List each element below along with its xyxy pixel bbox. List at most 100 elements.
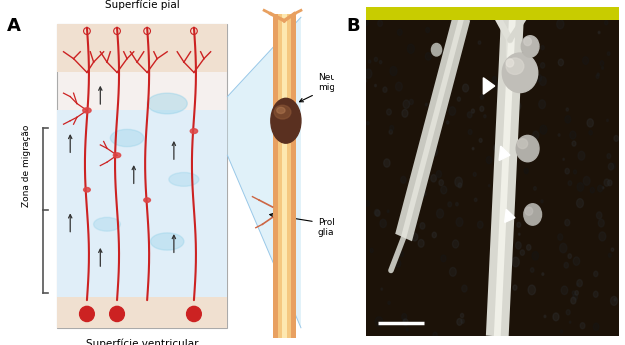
Circle shape <box>576 199 584 208</box>
Circle shape <box>468 112 472 118</box>
Ellipse shape <box>525 207 532 215</box>
Circle shape <box>458 97 461 101</box>
Circle shape <box>363 19 368 26</box>
Circle shape <box>553 313 559 321</box>
Circle shape <box>424 124 428 129</box>
Circle shape <box>408 44 414 53</box>
Circle shape <box>606 119 608 121</box>
Circle shape <box>436 209 444 218</box>
Text: A: A <box>7 17 21 35</box>
Circle shape <box>436 170 441 178</box>
Circle shape <box>564 262 569 268</box>
Circle shape <box>423 191 426 196</box>
Circle shape <box>516 34 519 38</box>
Circle shape <box>558 59 564 66</box>
Circle shape <box>611 296 618 305</box>
Polygon shape <box>395 13 470 241</box>
Circle shape <box>376 317 382 326</box>
Circle shape <box>608 163 614 170</box>
FancyBboxPatch shape <box>57 24 228 72</box>
Circle shape <box>365 69 372 78</box>
Circle shape <box>446 86 449 90</box>
Circle shape <box>568 254 571 258</box>
Circle shape <box>374 209 379 216</box>
Circle shape <box>396 82 402 91</box>
FancyBboxPatch shape <box>366 7 619 336</box>
Circle shape <box>614 298 616 301</box>
Circle shape <box>582 57 589 65</box>
Polygon shape <box>505 209 515 223</box>
Circle shape <box>109 306 124 322</box>
Circle shape <box>513 285 517 290</box>
Circle shape <box>492 82 498 89</box>
Circle shape <box>387 210 389 213</box>
Circle shape <box>398 29 402 36</box>
Circle shape <box>577 183 584 191</box>
Circle shape <box>387 109 391 115</box>
Circle shape <box>426 28 429 33</box>
Polygon shape <box>401 16 464 239</box>
Circle shape <box>602 187 604 189</box>
FancyBboxPatch shape <box>334 0 625 345</box>
Circle shape <box>379 61 382 64</box>
Circle shape <box>374 57 378 61</box>
Circle shape <box>601 67 604 69</box>
Circle shape <box>506 231 508 234</box>
Circle shape <box>597 73 599 76</box>
Ellipse shape <box>84 188 90 192</box>
Circle shape <box>557 19 564 29</box>
Circle shape <box>462 285 467 292</box>
Circle shape <box>514 32 519 39</box>
Circle shape <box>590 187 594 193</box>
Circle shape <box>406 328 408 331</box>
Circle shape <box>418 239 424 247</box>
Circle shape <box>574 170 577 174</box>
Circle shape <box>598 185 602 192</box>
Circle shape <box>492 76 496 81</box>
Circle shape <box>563 158 564 160</box>
Circle shape <box>478 221 483 228</box>
Circle shape <box>449 107 456 115</box>
Circle shape <box>599 232 606 241</box>
Circle shape <box>566 108 569 111</box>
Circle shape <box>441 255 446 262</box>
Circle shape <box>490 268 493 273</box>
Ellipse shape <box>94 217 121 231</box>
Circle shape <box>608 180 612 186</box>
Circle shape <box>572 141 576 146</box>
Circle shape <box>484 115 486 118</box>
FancyBboxPatch shape <box>57 110 228 300</box>
Circle shape <box>528 285 536 295</box>
Circle shape <box>376 210 380 216</box>
Circle shape <box>524 168 528 174</box>
Ellipse shape <box>111 129 144 147</box>
Circle shape <box>561 286 568 295</box>
Circle shape <box>486 156 492 164</box>
Circle shape <box>598 31 600 34</box>
Circle shape <box>532 252 539 260</box>
Circle shape <box>593 323 599 331</box>
Circle shape <box>409 99 413 105</box>
Polygon shape <box>228 17 301 328</box>
Circle shape <box>384 159 390 167</box>
Circle shape <box>400 252 404 257</box>
Circle shape <box>519 233 520 235</box>
FancyBboxPatch shape <box>0 0 334 345</box>
Ellipse shape <box>190 129 198 134</box>
Circle shape <box>600 61 604 66</box>
Circle shape <box>369 60 371 63</box>
Circle shape <box>566 310 570 315</box>
Circle shape <box>461 313 464 318</box>
Circle shape <box>494 144 500 152</box>
Circle shape <box>589 130 592 135</box>
Ellipse shape <box>503 53 538 92</box>
Circle shape <box>395 260 401 267</box>
Circle shape <box>456 218 463 227</box>
Circle shape <box>614 136 619 141</box>
Circle shape <box>481 95 484 99</box>
Circle shape <box>587 119 593 127</box>
Circle shape <box>577 284 579 286</box>
Circle shape <box>504 283 506 285</box>
Circle shape <box>514 102 521 110</box>
Ellipse shape <box>516 135 539 162</box>
